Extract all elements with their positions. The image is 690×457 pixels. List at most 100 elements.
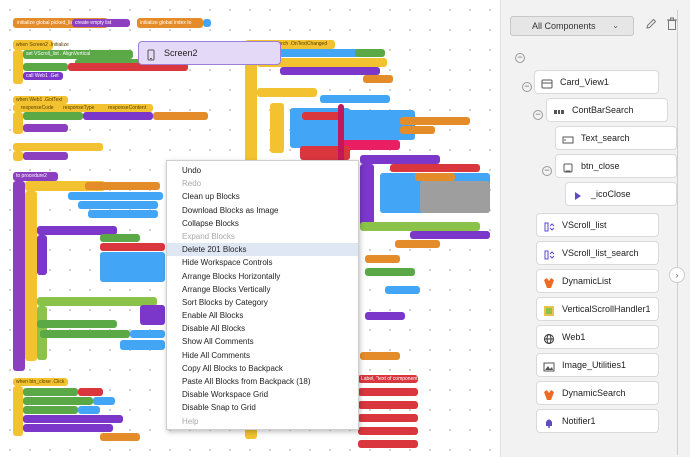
- tree-item-dynamiclist[interactable]: DynamicList: [536, 269, 659, 293]
- pencil-icon[interactable]: [645, 18, 659, 34]
- set-vscroll-search-visible-block[interactable]: [23, 397, 93, 405]
- get-number-block[interactable]: [400, 126, 435, 134]
- length-text-block[interactable]: [275, 49, 365, 57]
- tree-item-dynamicsearch[interactable]: DynamicSearch: [536, 381, 659, 405]
- for-each-number-block[interactable]: [257, 88, 317, 97]
- get-descargar-img-block[interactable]: [395, 240, 440, 248]
- context-menu-item[interactable]: Disable Workspace Grid: [182, 390, 269, 400]
- upcase-block[interactable]: [340, 140, 400, 150]
- vscroll-list-ref-block[interactable]: [100, 234, 140, 242]
- dictionary-block[interactable]: [340, 110, 415, 140]
- context-menu-item[interactable]: Arrange Blocks Vertically: [182, 284, 271, 294]
- tree-item-vscroll-list-search[interactable]: VScroll_list_search: [536, 241, 659, 265]
- true-block[interactable]: [78, 406, 100, 414]
- tree-item-contbarsearch[interactable]: ContBarSearch: [546, 98, 668, 122]
- false-block[interactable]: [93, 397, 115, 405]
- context-menu-item[interactable]: Show All Comments: [182, 337, 254, 347]
- context-menu-item[interactable]: Hide Workspace Controls: [182, 258, 273, 268]
- init-global-picked-list-block[interactable]: initialize global picked_list to: [13, 18, 108, 28]
- set-text-search-block[interactable]: [23, 388, 78, 396]
- empty-text-block[interactable]: [78, 388, 103, 396]
- call-web1-get-block[interactable]: call Web1 .Get: [23, 72, 63, 80]
- text-compare-block[interactable]: [300, 146, 350, 160]
- blocks-workspace[interactable]: initialize global picked_list to create …: [0, 0, 500, 457]
- component-label-text-6[interactable]: [358, 440, 418, 448]
- collapse-toggle-icon[interactable]: −: [515, 53, 525, 63]
- make-a-list-block[interactable]: [100, 252, 165, 282]
- when-web1-gottext-block[interactable]: when Web1 .GotText: [13, 96, 68, 104]
- dynamicsearch-ref-block[interactable]: [140, 305, 165, 325]
- call-dynamicsearch-remove-block[interactable]: [23, 424, 113, 432]
- component-label-text-3[interactable]: [358, 401, 418, 409]
- set-vscroll-list-visible-block[interactable]: [365, 268, 415, 276]
- template-text-block-2[interactable]: [390, 164, 480, 172]
- collapse-toggle-icon[interactable]: −: [522, 82, 532, 92]
- dynamicsearch-remove-block[interactable]: [280, 67, 380, 75]
- context-menu-item[interactable]: Hide All Comments: [182, 350, 251, 360]
- get-value-for-key-blocks[interactable]: [420, 181, 490, 213]
- tree-item-screen2[interactable]: Screen2: [138, 41, 281, 65]
- when-btn-close-block[interactable]: when btn_close .Click: [13, 378, 68, 386]
- contains-text-block[interactable]: [302, 112, 342, 120]
- component-label-text-1[interactable]: Label, "text of component ca...": [358, 375, 430, 383]
- for-each-item-block[interactable]: [25, 181, 105, 191]
- tree-item-verticalscrollhandler1[interactable]: VerticalScrollHandler1: [536, 297, 659, 321]
- collapse-toggle-icon[interactable]: −: [533, 110, 543, 120]
- get-number-block-2[interactable]: [415, 173, 455, 181]
- get-response-content-block[interactable]: [153, 112, 208, 120]
- tree-item-vscroll-list[interactable]: VScroll_list: [536, 213, 659, 237]
- dynamicsearch-getcomponent-block[interactable]: [410, 231, 490, 239]
- context-menu-item[interactable]: Copy All Blocks to Backpack: [182, 363, 283, 373]
- when-vscroll-handler-block[interactable]: [13, 143, 103, 151]
- tree-item-text-search[interactable]: Text_search: [555, 126, 677, 150]
- when-text-search-block[interactable]: when Text_search .OnTextChanged: [245, 40, 335, 49]
- url-text-block[interactable]: [68, 63, 188, 71]
- context-menu-item[interactable]: Disable Snap to Grid: [182, 403, 256, 413]
- template-text-block[interactable]: [100, 243, 165, 251]
- json-decode-block[interactable]: [83, 112, 153, 120]
- tree-item-image-utilities1[interactable]: Image_Utilities1: [536, 353, 659, 377]
- component-label-text-4[interactable]: [358, 414, 418, 422]
- false-block-2[interactable]: [385, 286, 420, 294]
- collapse-toggle-icon[interactable]: −: [542, 166, 552, 176]
- image-utilities-block[interactable]: [37, 297, 157, 306]
- dynamicsearch-scheme-block[interactable]: [37, 226, 117, 235]
- call-block[interactable]: [365, 312, 405, 320]
- for-each-item-block-2[interactable]: [257, 58, 387, 67]
- math-compare-block[interactable]: [68, 192, 163, 200]
- get-global-index-block[interactable]: [85, 182, 160, 190]
- get-item-block-2[interactable]: [363, 75, 393, 83]
- chevron-right-icon[interactable]: ›: [669, 267, 685, 283]
- component-filter-dropdown[interactable]: All Components ⌄: [510, 16, 634, 36]
- call-list-clear-block[interactable]: [23, 415, 123, 423]
- text-ref-block[interactable]: [355, 49, 385, 57]
- tree-item-web1[interactable]: Web1: [536, 325, 659, 349]
- tree-item-icoclose[interactable]: _icoClose: [565, 182, 677, 206]
- length-of-list-block-3[interactable]: [320, 95, 390, 103]
- context-menu-item[interactable]: Clean up Blocks: [182, 192, 240, 202]
- get-global-list-block[interactable]: [400, 117, 470, 125]
- length-of-list-block[interactable]: [88, 210, 158, 218]
- length-list-block-2[interactable]: [120, 340, 165, 350]
- tree-item-notifier1[interactable]: Notifier1: [536, 409, 659, 433]
- context-menu-item[interactable]: Disable All Blocks: [182, 324, 246, 334]
- context-menu-item[interactable]: Collapse Blocks: [182, 218, 239, 228]
- set-web1-url-block[interactable]: [23, 63, 68, 71]
- get-item-block[interactable]: [100, 433, 140, 441]
- context-menu-item[interactable]: Delete 201 Blocks: [167, 243, 358, 257]
- component-label-text-2[interactable]: [358, 388, 418, 396]
- context-menu-item[interactable]: Paste All Blocks from Backpack (18): [182, 377, 311, 386]
- component-block[interactable]: [360, 352, 400, 360]
- to-procedure2-block[interactable]: to procedure2: [13, 172, 58, 181]
- call-procedure2-block[interactable]: [23, 124, 68, 132]
- set-vscroll-block[interactable]: set VScroll_list . AlignVertical: [23, 50, 133, 59]
- dynamicsearch-scheme-block-2[interactable]: [360, 155, 440, 164]
- set-screen2-block[interactable]: [40, 330, 130, 338]
- set-global-picked-list-block[interactable]: [23, 112, 83, 120]
- image-utilities-block-2[interactable]: [360, 222, 480, 231]
- call-procedure2-block-2[interactable]: [23, 152, 68, 160]
- context-menu-item[interactable]: Download Blocks as Image: [182, 205, 279, 215]
- number-block[interactable]: [203, 19, 211, 27]
- tree-item-card-view1[interactable]: Card_View1: [534, 70, 659, 94]
- context-menu-item[interactable]: Undo: [182, 166, 202, 175]
